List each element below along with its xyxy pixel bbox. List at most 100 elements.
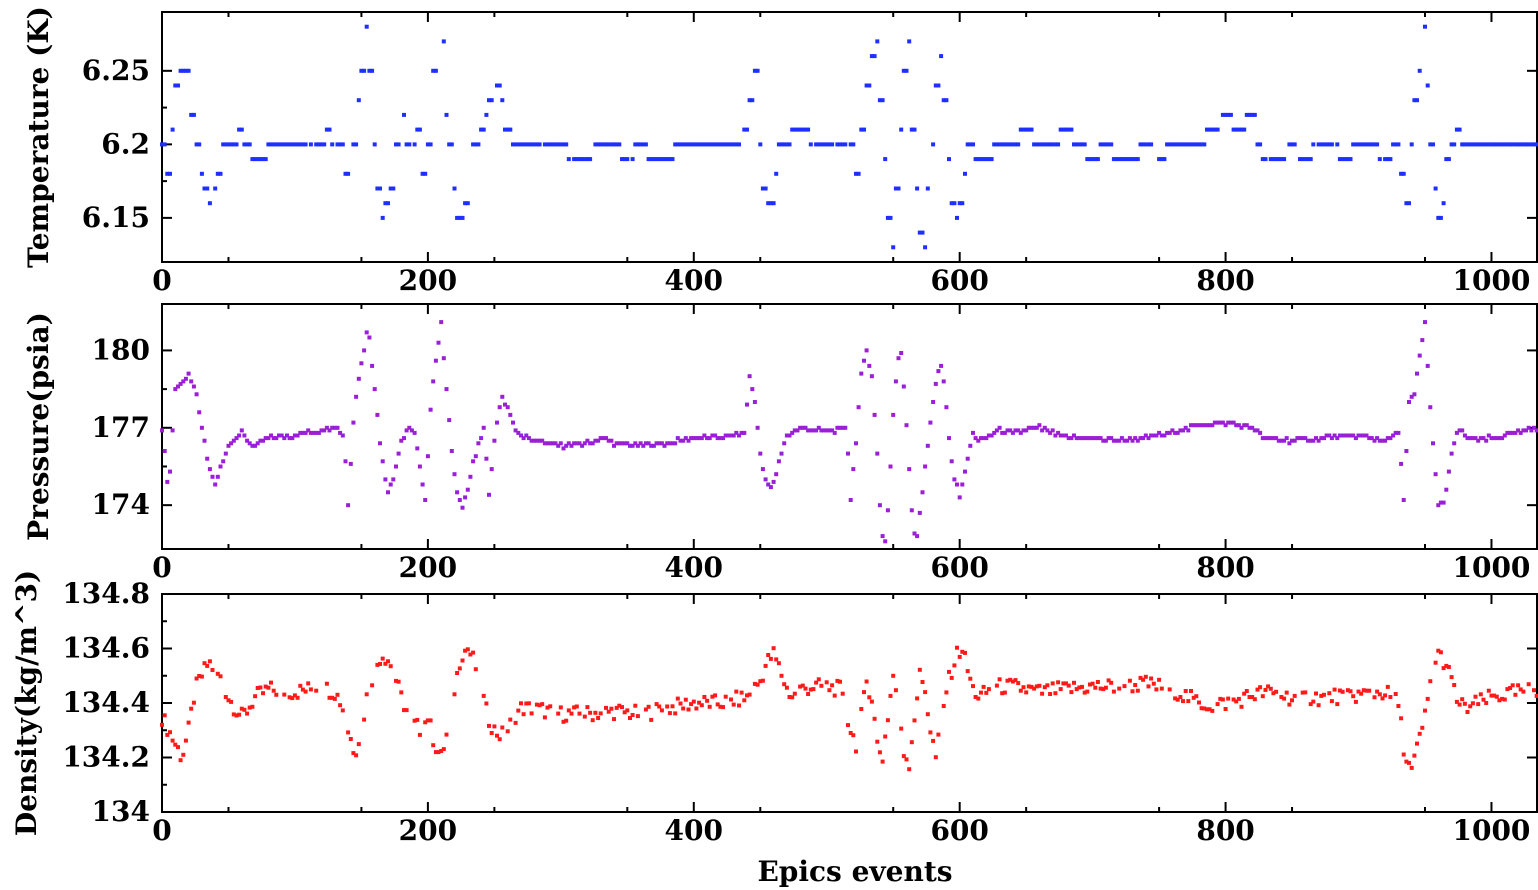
data-point <box>412 430 417 435</box>
data-point <box>402 436 406 441</box>
data-point <box>782 142 787 147</box>
data-point <box>686 707 691 712</box>
data-point <box>862 690 866 695</box>
data-point <box>1250 695 1255 699</box>
data-point <box>277 433 281 438</box>
data-point <box>822 142 827 147</box>
data-point <box>1215 420 1220 425</box>
data-point <box>221 142 226 147</box>
data-point <box>556 711 561 716</box>
data-point <box>489 98 494 103</box>
data-point <box>723 433 728 438</box>
data-point <box>1303 436 1308 441</box>
data-point <box>1345 433 1350 438</box>
data-point <box>183 68 188 73</box>
data-point <box>1268 686 1273 691</box>
data-point <box>532 142 537 147</box>
data-point <box>1197 142 1201 147</box>
data-point <box>279 142 284 147</box>
data-point <box>282 436 287 441</box>
data-point <box>846 451 850 456</box>
data-point <box>1159 686 1164 691</box>
data-point <box>776 142 781 147</box>
data-point <box>1385 157 1390 162</box>
data-point <box>984 436 989 441</box>
data-point <box>1361 142 1366 147</box>
data-point <box>197 142 202 147</box>
data-point <box>316 142 321 147</box>
data-point <box>545 441 550 446</box>
data-point <box>500 725 505 730</box>
data-point <box>550 142 555 147</box>
data-point <box>1141 142 1146 147</box>
data-point <box>221 459 226 464</box>
data-point <box>433 68 438 73</box>
data-point <box>526 436 531 441</box>
data-point <box>1380 696 1385 701</box>
data-point <box>537 438 542 443</box>
data-point <box>521 712 526 717</box>
data-point <box>1130 157 1135 162</box>
data-point <box>1074 436 1079 441</box>
data-point <box>1489 436 1494 441</box>
data-point <box>1436 648 1441 653</box>
data-point <box>1500 436 1505 441</box>
data-point <box>1396 142 1401 147</box>
data-point <box>1274 689 1279 694</box>
data-point <box>1130 689 1135 694</box>
data-point <box>1462 433 1467 438</box>
data-point <box>263 436 268 441</box>
data-point <box>1438 500 1443 505</box>
data-point <box>699 142 704 147</box>
data-point <box>1404 759 1409 764</box>
data-point <box>681 142 686 147</box>
data-point <box>189 706 194 711</box>
data-point <box>540 438 545 443</box>
data-point <box>939 363 944 368</box>
data-point <box>1497 436 1502 441</box>
data-point <box>955 482 959 487</box>
data-point <box>1095 680 1100 684</box>
data-point <box>877 503 882 508</box>
data-point <box>229 699 234 704</box>
data-point <box>1412 392 1417 397</box>
data-point <box>207 201 212 206</box>
data-point <box>1016 428 1021 433</box>
data-point <box>721 142 725 147</box>
data-point <box>495 733 499 738</box>
data-point <box>702 433 707 438</box>
data-point <box>322 142 327 147</box>
data-point <box>1159 433 1164 438</box>
data-point <box>875 451 880 456</box>
data-point <box>1311 438 1316 443</box>
data-point <box>888 215 893 220</box>
data-point <box>402 708 406 713</box>
data-point <box>814 142 819 147</box>
data-point <box>1114 438 1119 443</box>
x-tick-label: 400 <box>665 264 723 297</box>
data-point <box>1316 703 1321 708</box>
data-point <box>295 695 300 700</box>
data-point <box>566 441 571 446</box>
data-point <box>1181 699 1185 704</box>
data-point <box>1412 98 1417 103</box>
data-point <box>237 127 242 132</box>
data-point <box>1407 760 1411 765</box>
data-point <box>885 718 890 723</box>
data-point <box>641 443 646 448</box>
data-point <box>207 467 212 472</box>
data-point <box>1359 142 1364 147</box>
data-point <box>287 695 292 700</box>
data-point <box>997 425 1002 430</box>
data-point <box>524 701 529 706</box>
data-point <box>1122 684 1127 689</box>
data-point <box>1085 689 1090 694</box>
data-point <box>481 693 486 698</box>
data-point <box>771 646 776 651</box>
data-point <box>239 706 244 711</box>
data-point <box>176 83 180 88</box>
data-point <box>1053 691 1058 696</box>
data-point <box>1250 112 1255 117</box>
data-point <box>1037 423 1042 428</box>
data-point <box>356 98 361 103</box>
